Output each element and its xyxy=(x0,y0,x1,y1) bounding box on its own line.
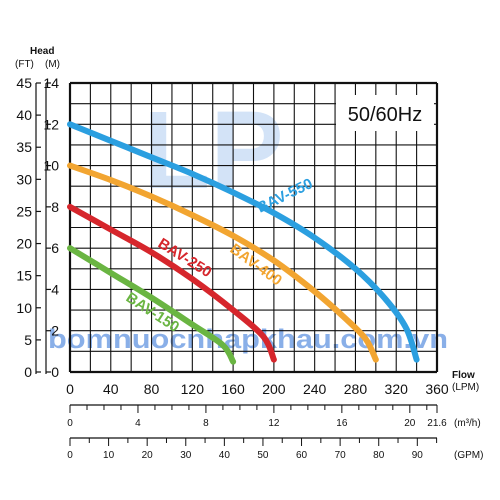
y-tick-label-ft: 5 xyxy=(24,332,32,348)
x-tick-label-gpm: 90 xyxy=(412,450,424,461)
y-tick-label-ft: 15 xyxy=(16,268,32,284)
frequency-label: 50/60Hz xyxy=(348,104,423,126)
x-tick-label-m3h: 0 xyxy=(67,418,73,429)
series-line-bav-250 xyxy=(67,203,277,363)
series-line-bav-150 xyxy=(67,245,237,365)
y-tick-label-m: 14 xyxy=(43,75,59,91)
y-tick-label-ft: 45 xyxy=(16,75,32,91)
y-tick-label-m: 0 xyxy=(51,364,59,380)
x-tick-label-lpm: 120 xyxy=(181,381,205,397)
y-tick-label-m: 12 xyxy=(43,116,59,132)
x-tick-label-m3h: 8 xyxy=(203,418,209,429)
y-tick-label-m: 8 xyxy=(51,199,59,215)
x-tick-label-lpm: 80 xyxy=(144,381,160,397)
x-unit-lpm: (LPM) xyxy=(452,382,479,393)
x-tick-label-gpm: 0 xyxy=(67,450,73,461)
x-tick-label-lpm: 360 xyxy=(425,381,449,397)
y-unit-m: (M) xyxy=(45,59,60,70)
y-tick-label-ft: 30 xyxy=(16,171,32,187)
x-tick-label-gpm: 70 xyxy=(335,450,347,461)
y-tick-label-ft: 0 xyxy=(24,364,32,380)
watermark-logo: LP xyxy=(143,89,284,212)
x-axis-title: Flow xyxy=(452,370,475,381)
x-tick-label-gpm: 60 xyxy=(296,450,308,461)
x-tick-label-lpm: 40 xyxy=(103,381,119,397)
y-axis-title: Head xyxy=(30,46,54,57)
x-unit-gpm: (GPM) xyxy=(454,450,483,461)
frequency-box xyxy=(336,95,434,131)
series-group xyxy=(67,121,420,365)
x-tick-label-m3h: 4 xyxy=(135,418,141,429)
x-tick-label-lpm: 240 xyxy=(303,381,327,397)
x-tick-label-m3h: 16 xyxy=(336,418,348,429)
y-tick-label-m: 2 xyxy=(51,323,59,339)
y-tick-label-ft: 40 xyxy=(16,107,32,123)
watermark-text: bomnuocnhapkhau.com.vn xyxy=(48,324,448,354)
x-tick-label-lpm: 280 xyxy=(344,381,368,397)
y-unit-ft: (FT) xyxy=(15,59,34,70)
x-tick-label-lpm: 320 xyxy=(385,381,409,397)
x-tick-label-m3h-end: 21.6 xyxy=(427,418,447,429)
x-tick-label-gpm: 40 xyxy=(219,450,231,461)
x-tick-label-lpm: 0 xyxy=(66,381,74,397)
x-unit-m3h: (m³/h) xyxy=(454,418,481,429)
y-tick-label-ft: 25 xyxy=(16,203,32,219)
x-tick-label-gpm: 30 xyxy=(180,450,192,461)
y-tick-label-m: 4 xyxy=(51,281,59,297)
x-tick-label-gpm: 20 xyxy=(142,450,154,461)
x-tick-label-lpm: 200 xyxy=(262,381,286,397)
y-tick-label-m: 6 xyxy=(51,240,59,256)
y-tick-label-ft: 20 xyxy=(16,236,32,252)
x-tick-label-gpm: 10 xyxy=(103,450,115,461)
watermark: LP bomnuocnhapkhau.com.vn xyxy=(48,89,448,354)
x-tick-label-lpm: 160 xyxy=(221,381,245,397)
y-tick-label-ft: 10 xyxy=(16,300,32,316)
x-tick-label-m3h: 12 xyxy=(268,418,280,429)
y-tick-label-ft: 35 xyxy=(16,139,32,155)
series-line-bav-400 xyxy=(67,162,379,363)
x-tick-label-m3h: 20 xyxy=(404,418,416,429)
x-tick-label-gpm: 80 xyxy=(373,450,385,461)
x-tick-label-gpm: 50 xyxy=(257,450,269,461)
y-tick-label-m: 10 xyxy=(43,158,59,174)
series-line-bav-550 xyxy=(67,121,420,363)
